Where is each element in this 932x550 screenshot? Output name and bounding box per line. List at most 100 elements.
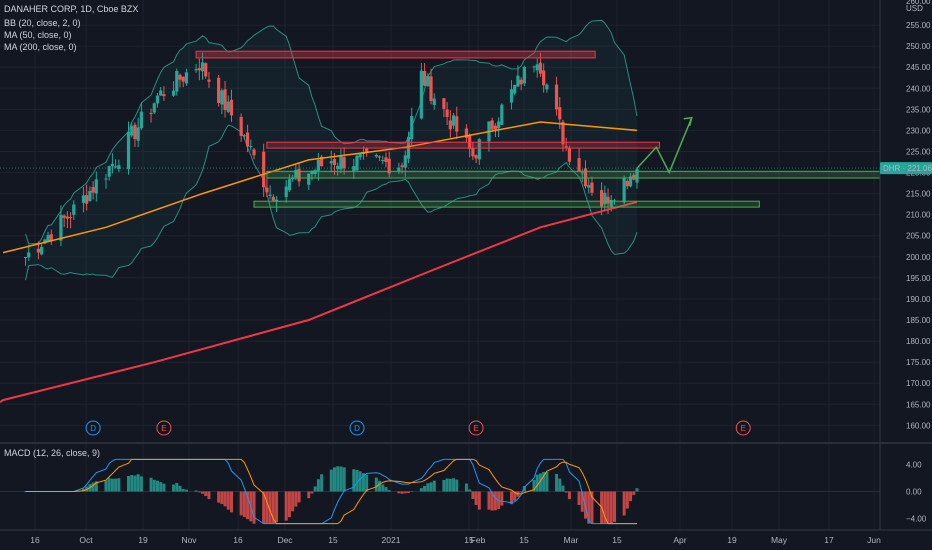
support-zone-upper xyxy=(266,170,881,179)
candle-body xyxy=(432,98,436,105)
candle-body xyxy=(513,84,517,94)
top-tick-label: 260.00 xyxy=(906,0,931,6)
macd-histogram-bar xyxy=(204,491,208,497)
candle-body xyxy=(316,159,320,171)
y-tick-label: 215.00 xyxy=(906,190,931,199)
candle-body xyxy=(223,89,227,110)
macd-histogram-bar xyxy=(94,481,98,492)
macd-histogram-bar xyxy=(622,491,626,516)
macd-histogram-bar xyxy=(155,480,159,492)
candle-body xyxy=(178,74,182,80)
candle-body xyxy=(204,63,208,77)
candle-body xyxy=(239,116,243,136)
y-tick-label: 165.00 xyxy=(906,400,931,409)
macd-histogram-bar xyxy=(329,469,333,492)
macd-histogram-bar xyxy=(152,479,156,492)
macd-histogram-bar xyxy=(490,491,494,511)
macd-histogram-bar xyxy=(522,486,526,492)
event-d-marker[interactable] xyxy=(85,420,101,436)
y-tick-label: 210.00 xyxy=(906,211,931,220)
macd-histogram-bar xyxy=(242,491,246,518)
macd-histogram-bar xyxy=(268,491,272,524)
resistance-zone-mid xyxy=(266,141,661,149)
y-tick-label: 175.00 xyxy=(906,358,931,367)
event-d-marker[interactable] xyxy=(349,420,365,436)
candle-body xyxy=(474,155,478,159)
candle-body xyxy=(590,182,594,193)
macd-y-tick: 0.00 xyxy=(906,488,922,497)
candle-body xyxy=(603,192,607,205)
macd-histogram-bar xyxy=(493,491,497,511)
event-e-marker[interactable] xyxy=(735,420,751,436)
macd-histogram-bar xyxy=(284,491,288,521)
bb-fill xyxy=(25,20,638,281)
candle-body xyxy=(522,66,526,84)
candle-body xyxy=(72,204,76,215)
candle-body xyxy=(133,124,137,140)
macd-histogram-bar xyxy=(91,482,95,492)
y-tick-label: 235.00 xyxy=(906,105,931,114)
macd-histogram-bar xyxy=(133,475,137,492)
legend-bb[interactable]: BB (20, close, 2, 0) xyxy=(4,18,81,28)
macd-histogram-bar xyxy=(587,491,591,524)
macd-histogram-bar xyxy=(316,479,320,492)
candle-body xyxy=(23,257,28,259)
ma200-line xyxy=(0,201,638,404)
macd-histogram-bar xyxy=(358,471,362,492)
legend-ma50[interactable]: MA (50, close, 0) xyxy=(4,30,72,40)
candle-body xyxy=(410,115,414,140)
y-tick-label: 190.00 xyxy=(906,295,931,304)
macd-histogram-bar xyxy=(297,491,301,503)
event-label: D xyxy=(90,424,96,433)
y-tick-label: 245.00 xyxy=(906,63,931,72)
legend-macd[interactable]: MACD (12, 26, close, 9) xyxy=(4,448,101,458)
candle-body xyxy=(625,180,629,187)
x-tick-label: 16 xyxy=(30,535,40,545)
macd-histogram-bar xyxy=(223,491,227,507)
macd-histogram-bar xyxy=(448,478,452,492)
last-price-label: DHR · 221.06 xyxy=(883,164,932,173)
macd-histogram-bar xyxy=(262,491,266,524)
bollinger-band xyxy=(25,19,638,281)
event-e-marker[interactable] xyxy=(468,420,484,436)
y-tick-label: 195.00 xyxy=(906,274,931,283)
candle-body xyxy=(400,165,404,168)
y-tick-label: 205.00 xyxy=(906,232,931,241)
macd-histogram-bar xyxy=(130,475,134,492)
macd-histogram-bar xyxy=(445,478,449,492)
candle-body xyxy=(635,168,639,183)
projection-path xyxy=(636,117,693,175)
x-tick-label: 19 xyxy=(727,535,737,545)
candle-body xyxy=(126,131,131,170)
candle-body xyxy=(622,177,626,203)
legend-ma200[interactable]: MA (200, close, 0) xyxy=(4,42,77,52)
macd-histogram-bar xyxy=(107,478,111,492)
candle-body xyxy=(342,157,346,169)
candle-body xyxy=(207,79,211,82)
macd-histogram-bar xyxy=(432,480,436,492)
macd-y-tick: 4.00 xyxy=(906,461,922,470)
macd-histogram-bar xyxy=(149,477,153,492)
candle-body xyxy=(284,186,288,197)
macd-histogram-bar xyxy=(477,491,481,510)
candle-body xyxy=(200,62,205,72)
macd-histogram-bar xyxy=(564,491,568,493)
x-tick-label: Apr xyxy=(673,535,686,545)
candle-body xyxy=(139,111,143,129)
x-tick-label: Mar xyxy=(564,535,579,545)
macd-histogram-bar xyxy=(513,491,517,501)
macd-histogram-bar xyxy=(332,467,336,492)
candle-body xyxy=(194,69,198,71)
macd-histogram-bar xyxy=(136,474,140,492)
candle-body xyxy=(43,239,47,244)
candle-body xyxy=(274,199,279,202)
candle-body xyxy=(493,125,497,130)
candle-body xyxy=(377,156,382,158)
macd-histogram-bar xyxy=(500,491,504,506)
event-e-marker[interactable] xyxy=(156,420,172,436)
candle-body xyxy=(104,178,108,180)
candle-body xyxy=(68,217,73,219)
candle-body xyxy=(628,176,633,187)
